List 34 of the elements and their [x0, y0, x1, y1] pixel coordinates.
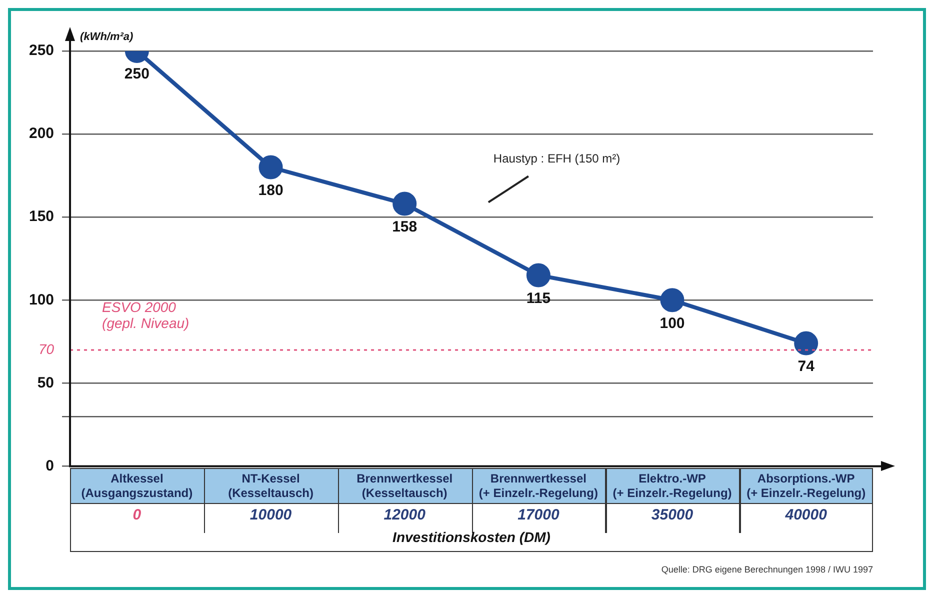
x-axis-title: Investitionskosten (DM) — [392, 529, 551, 546]
data-label: 100 — [660, 314, 685, 332]
data-label: 180 — [258, 182, 284, 199]
text: 17000 — [518, 506, 560, 524]
x-tick-label: Elektro.-WP (+ Einzelr.-Regelung) — [612, 472, 732, 500]
source-note: Quelle: DRG eigene Berechnungen 1998 / IWU 1997 — [661, 564, 873, 575]
text: 12000 — [384, 506, 426, 524]
x-tick-label: Altkessel (Ausgangszustand) — [81, 472, 193, 500]
x-tick-label: NT-Kessel (Kesseltausch) — [228, 472, 314, 500]
text: 40000 — [784, 506, 828, 524]
annotation: Haustyp : EFH (150 m²) — [493, 151, 620, 166]
x-tick-label: Brennwertkessel (Kesseltausch) — [356, 472, 453, 500]
y-axis-title: (kWh/m²a) — [80, 31, 134, 44]
y-tick-label: 0 — [46, 457, 54, 474]
data-label: 250 — [124, 66, 150, 83]
data-label: 74 — [798, 358, 816, 375]
y-tick-label: 70 — [38, 340, 54, 357]
text: 35000 — [651, 506, 694, 524]
x-tick-label: Brennwertkessel (+ Einzelr.-Regelung) — [478, 472, 598, 500]
y-tick-label: 200 — [28, 125, 54, 142]
point — [526, 263, 550, 288]
point — [258, 155, 283, 180]
y-tick-label: 100 — [28, 291, 54, 308]
y-tick-label: 150 — [28, 208, 54, 226]
data-label: 158 — [392, 218, 418, 236]
point — [794, 331, 818, 356]
ref-line-label: ESVO 2000 (gepl. Niveau) — [102, 298, 190, 331]
y-tick-label: 50 — [37, 374, 54, 392]
y-tick-label: 250 — [28, 42, 54, 60]
x-tick-label: Absorptions.-WP (+ Einzelr.-Regelung) — [746, 472, 866, 500]
point — [392, 192, 417, 216]
text: 0 — [132, 506, 142, 524]
point — [660, 288, 684, 312]
text: 10000 — [250, 506, 292, 524]
